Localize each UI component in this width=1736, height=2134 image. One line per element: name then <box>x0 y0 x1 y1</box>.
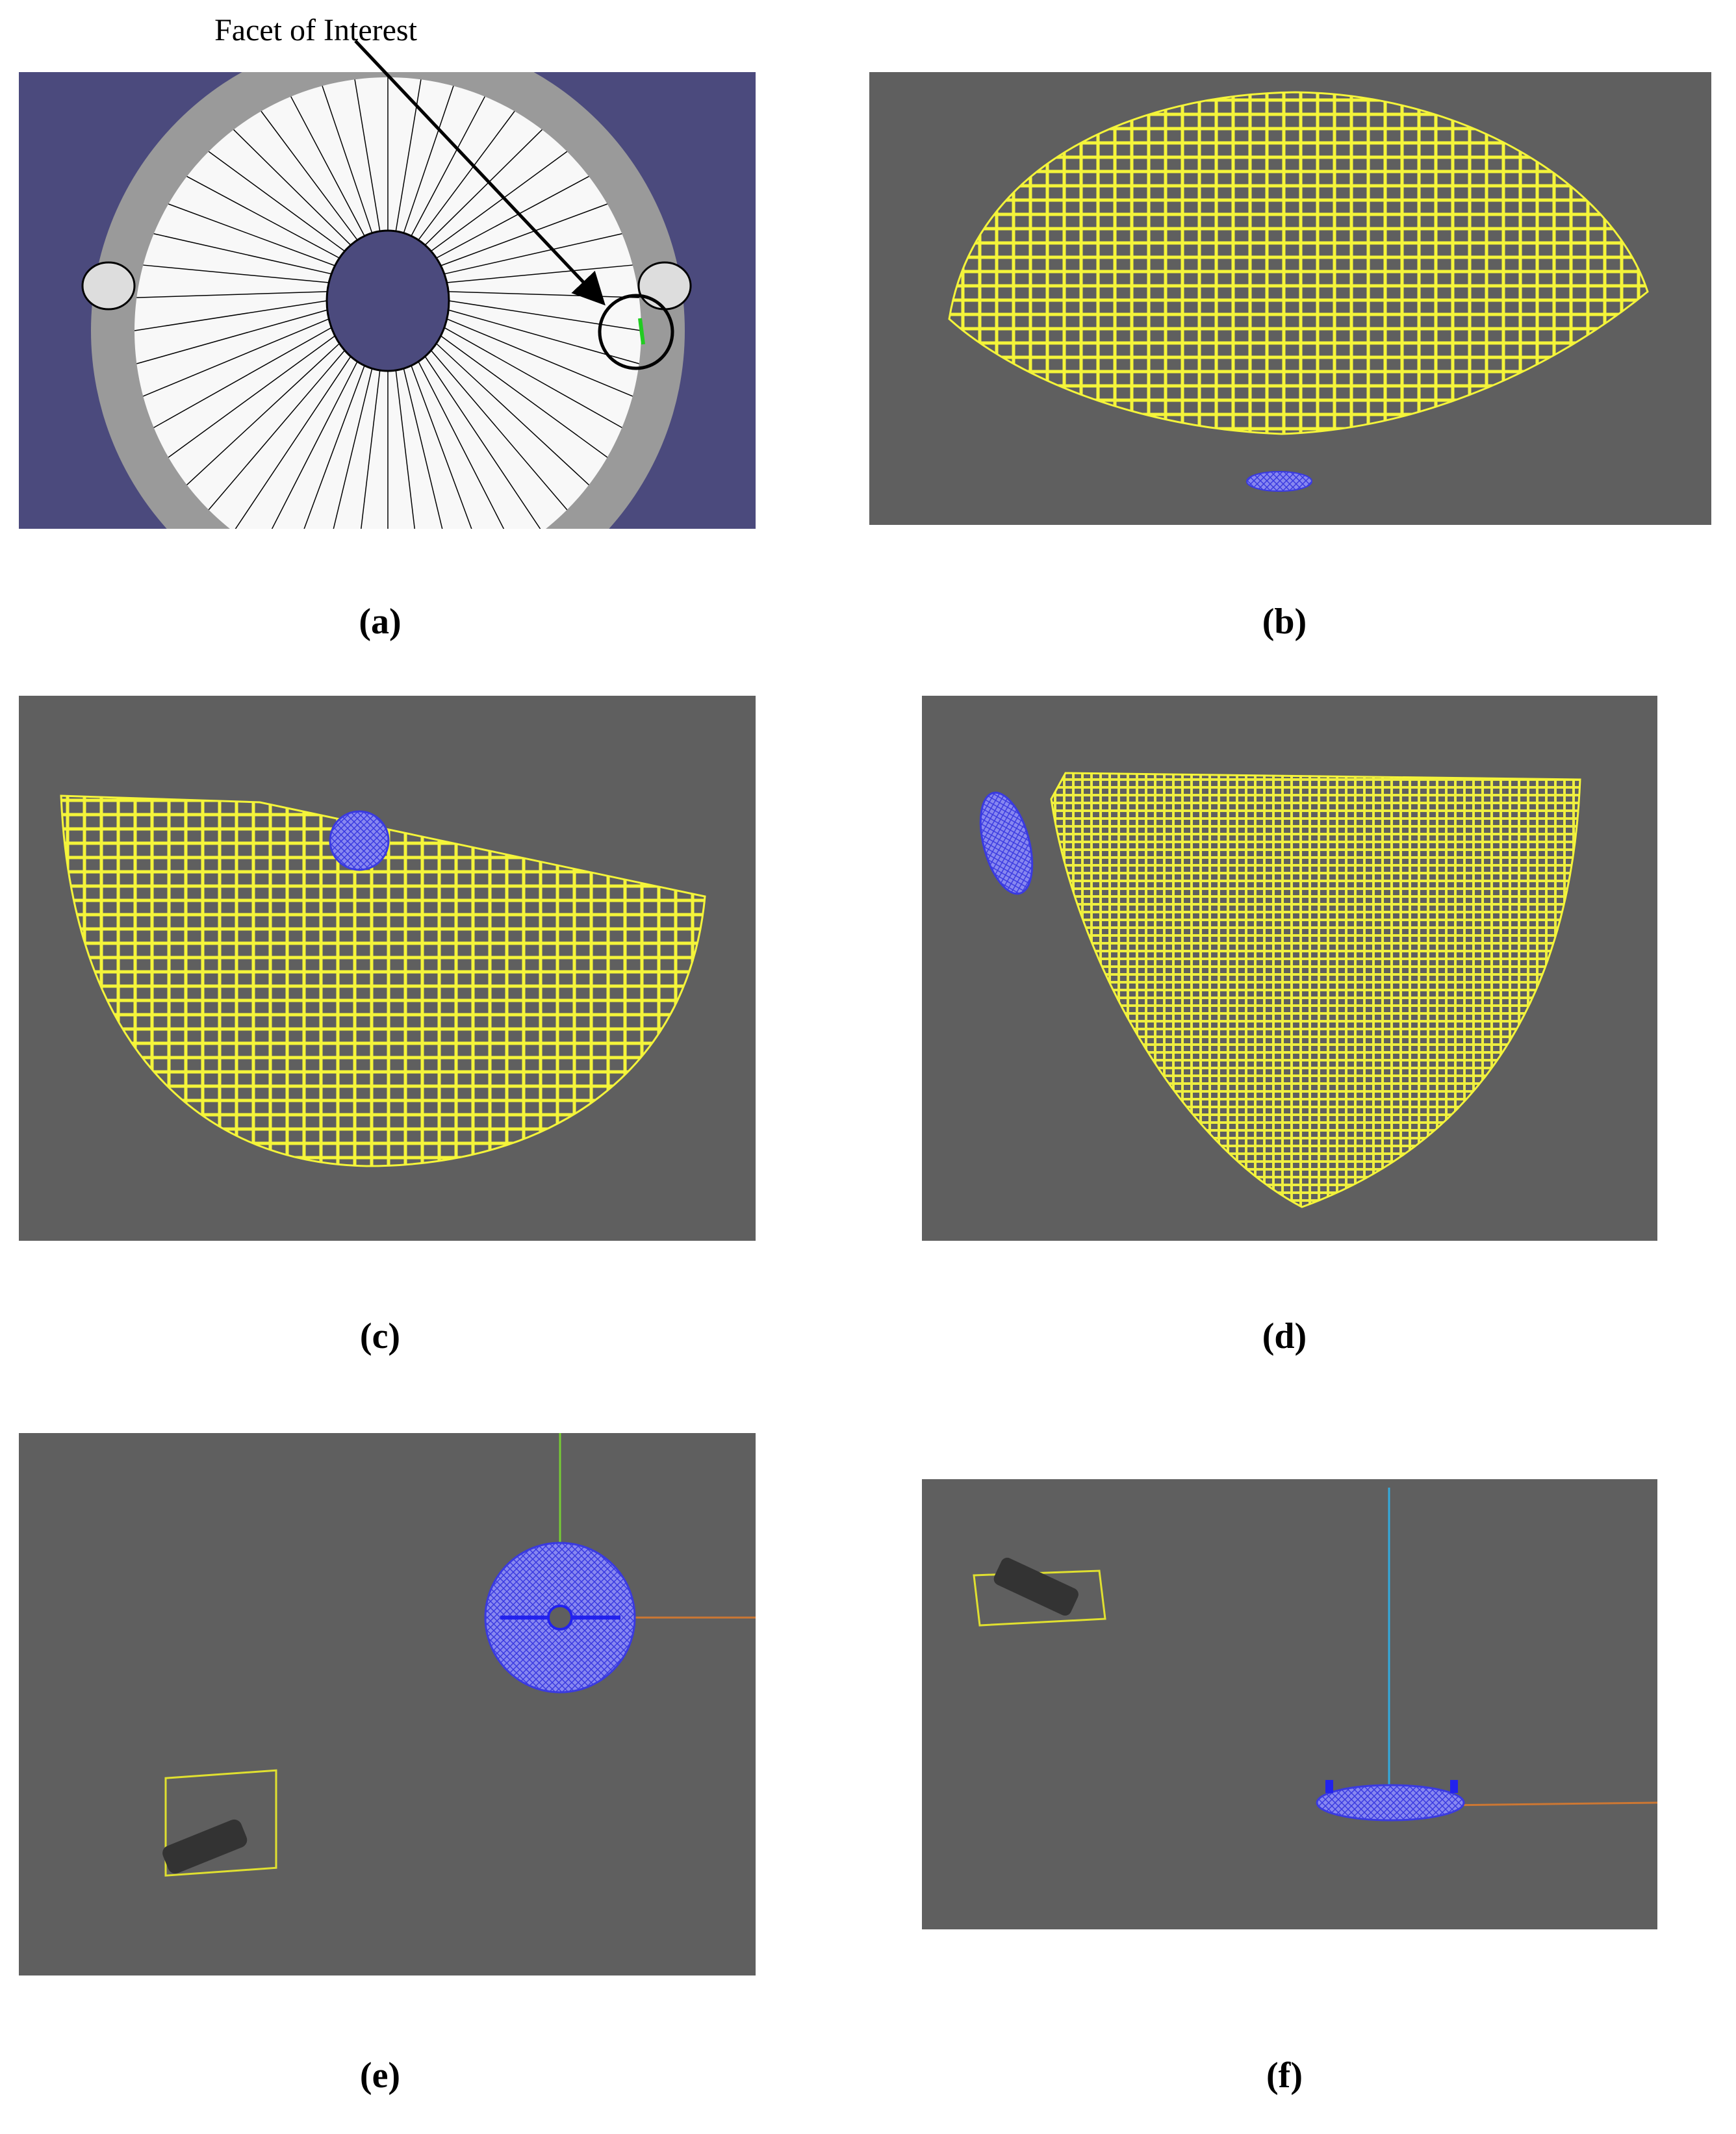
spoke <box>271 361 358 529</box>
caption: (d) <box>1262 1316 1307 1356</box>
spoke <box>440 335 608 458</box>
spoke <box>448 300 642 331</box>
caption: (c) <box>360 1316 400 1356</box>
spoke <box>235 356 351 529</box>
spoke <box>208 151 345 252</box>
spoke <box>354 79 381 232</box>
spoke <box>361 370 381 529</box>
spoke <box>446 318 633 397</box>
spoke <box>153 233 332 275</box>
spoke <box>424 356 541 529</box>
spoke <box>143 264 329 283</box>
spoke <box>448 291 639 298</box>
spoke <box>322 86 373 233</box>
spoke <box>233 129 351 246</box>
spoke <box>444 233 622 275</box>
caption: (b) <box>1262 602 1307 642</box>
spoke <box>134 300 327 331</box>
spoke <box>168 203 335 266</box>
spoke <box>446 264 633 283</box>
spoke <box>430 349 568 511</box>
spoke <box>208 349 346 511</box>
spoke <box>136 309 328 364</box>
spoke <box>436 175 589 259</box>
panel-c <box>19 696 756 1241</box>
spoke <box>303 365 365 529</box>
spoke <box>440 203 608 266</box>
panel-a <box>19 40 756 529</box>
caption: (a) <box>359 602 401 642</box>
spoke <box>411 96 485 236</box>
caption: (f) <box>1266 2055 1303 2096</box>
panel-e <box>19 1433 756 1975</box>
spoke <box>436 343 589 485</box>
caption: (e) <box>360 2055 400 2096</box>
spoke <box>444 327 622 428</box>
spoke <box>395 370 415 529</box>
spoke <box>168 335 336 458</box>
spoke <box>290 96 365 236</box>
spoke <box>136 291 327 298</box>
spoke <box>186 175 340 259</box>
spoke <box>261 110 358 240</box>
spoke <box>186 343 340 485</box>
spoke <box>418 110 515 240</box>
spoke <box>143 318 329 397</box>
spoke <box>411 365 472 529</box>
annotation: Facet of Interest <box>214 13 418 47</box>
panel-d <box>922 696 1657 1241</box>
panel-b <box>869 72 1711 525</box>
spoke <box>403 368 443 529</box>
spoke <box>424 129 542 246</box>
spoke <box>431 151 568 252</box>
panel-f <box>922 1479 1658 1929</box>
spoke <box>403 86 454 233</box>
spoke <box>418 361 505 529</box>
spoke <box>333 368 373 529</box>
spoke <box>153 327 332 428</box>
